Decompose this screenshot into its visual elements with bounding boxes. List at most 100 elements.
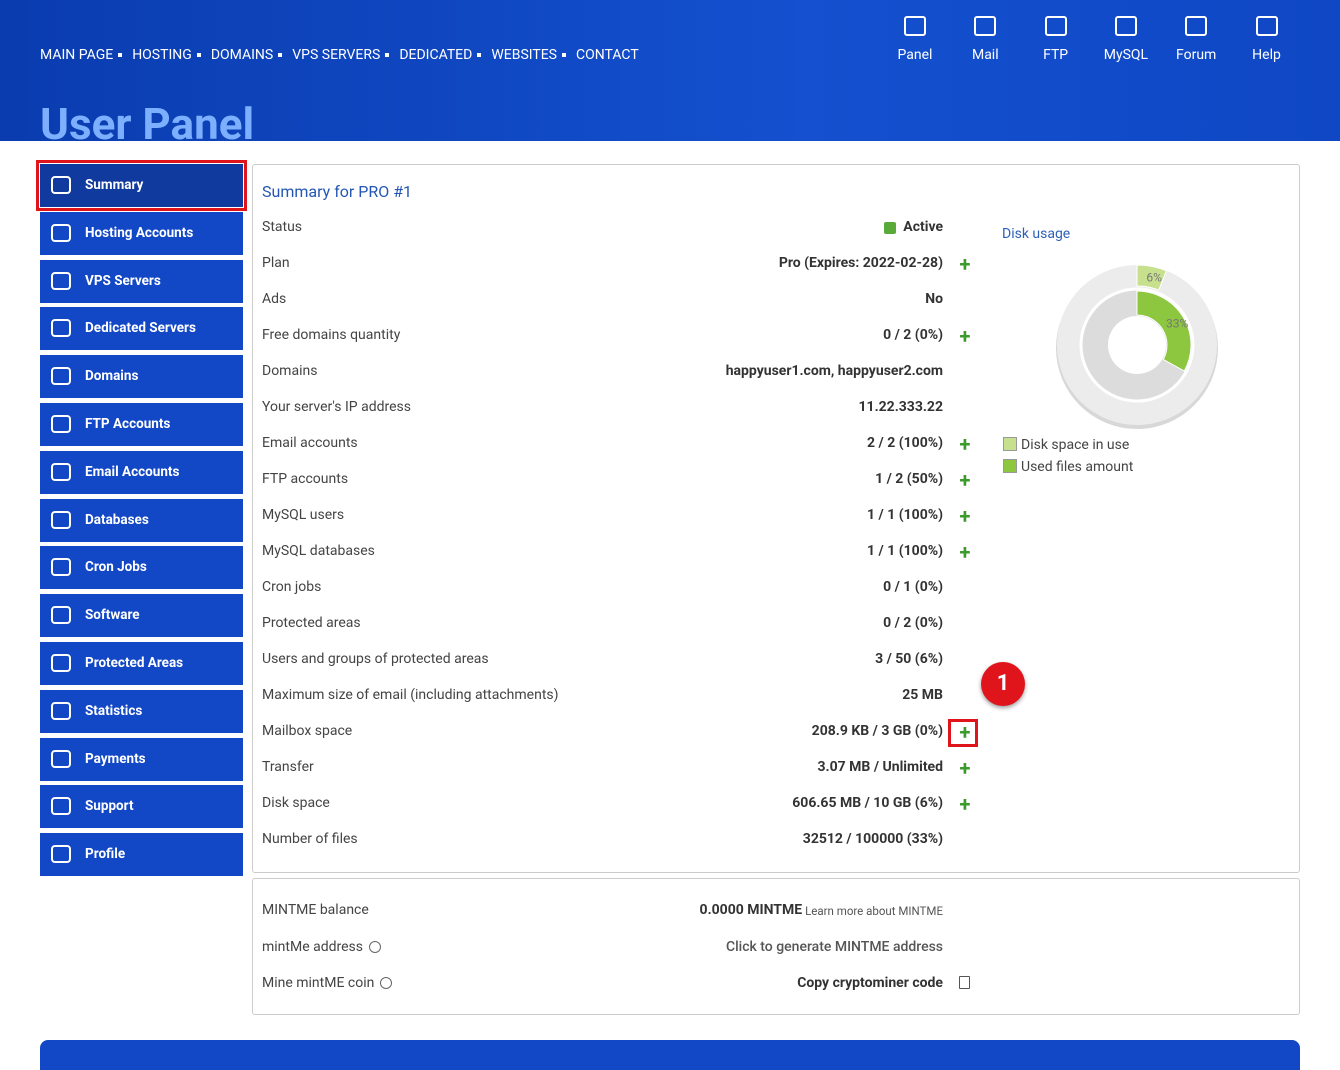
sidebar-item[interactable]: VPS Servers <box>40 259 243 303</box>
sidebar-label: Cron Jobs <box>85 559 147 576</box>
sidebar-item[interactable]: Payments <box>40 737 243 781</box>
nav-separator <box>477 53 482 57</box>
add-button[interactable]: + <box>959 720 971 744</box>
nav-link[interactable]: MAIN PAGE <box>40 47 114 63</box>
nav-link[interactable]: VPS SERVERS <box>292 47 381 63</box>
sidebar-item[interactable]: Domains <box>40 355 243 399</box>
row-value: 1 / 1 (100%) <box>867 543 943 559</box>
sidebar-item[interactable]: FTP Accounts <box>40 403 243 446</box>
add-button[interactable]: + <box>959 468 971 492</box>
add-button[interactable]: + <box>959 324 971 348</box>
row-value: 11.22.333.22 <box>858 399 943 415</box>
tool-link[interactable]: Mail <box>971 47 999 63</box>
row-value: 208.9 KB / 3 GB (0%) <box>811 723 943 739</box>
sidebar-icon <box>51 606 71 625</box>
nav-separator <box>196 53 201 57</box>
tool-link[interactable]: FTP <box>1043 47 1069 63</box>
sidebar-item[interactable]: Hosting Accounts <box>40 211 243 255</box>
tool-link[interactable]: Help <box>1252 47 1281 63</box>
mintme-panel <box>252 878 1300 1015</box>
nav-separator <box>278 53 283 57</box>
sidebar-icon <box>51 319 71 338</box>
sidebar-icon <box>51 462 71 481</box>
sidebar-icon <box>51 845 71 864</box>
row-value: 2 / 2 (100%) <box>867 435 943 451</box>
add-button[interactable]: + <box>959 540 971 564</box>
sidebar-item[interactable]: Cron Jobs <box>40 546 243 590</box>
row-label: Status <box>262 219 303 235</box>
help-icon <box>380 977 393 989</box>
sidebar-item[interactable]: Support <box>40 785 243 829</box>
sidebar-label: Dedicated Servers <box>85 320 196 337</box>
row-label: Ads <box>262 291 287 307</box>
add-button[interactable]: + <box>959 432 971 456</box>
disk-usage-chart: 6% 33% <box>1056 264 1218 429</box>
page-title: User Panel <box>40 98 255 150</box>
tool-icon <box>974 16 997 36</box>
sidebar-item[interactable]: Email Accounts <box>40 450 243 494</box>
footer-bar <box>40 1040 1300 1070</box>
sidebar-label: Hosting Accounts <box>85 224 194 241</box>
row-label: mintMe address <box>262 938 364 955</box>
donut-hole <box>1108 316 1166 374</box>
row-value[interactable]: Copy cryptominer code <box>797 975 943 991</box>
row-label: Protected areas <box>262 615 361 631</box>
sidebar-item[interactable]: Software <box>40 594 243 638</box>
tool-link[interactable]: Forum <box>1176 47 1217 63</box>
nav-link[interactable]: DEDICATED <box>399 47 473 63</box>
donut-segment <box>1136 290 1192 372</box>
sidebar-item[interactable]: Databases <box>40 498 243 542</box>
row-label: Plan <box>262 255 290 271</box>
add-button[interactable]: + <box>959 504 971 528</box>
row-note[interactable]: Learn more about MINTME <box>805 904 943 918</box>
sidebar-icon <box>51 223 71 242</box>
row-value: Active <box>903 219 943 235</box>
sidebar-label: Databases <box>85 511 149 528</box>
sidebar-label: Statistics <box>85 702 143 719</box>
nav-link[interactable]: HOSTING <box>132 47 192 63</box>
sidebar-item[interactable]: Profile <box>40 833 243 877</box>
row-value: No <box>925 291 943 307</box>
nav-link[interactable]: WEBSITES <box>491 47 557 63</box>
sidebar-item[interactable]: Statistics <box>40 689 243 733</box>
row-label: Transfer <box>262 759 314 775</box>
row-value: 1 / 1 (100%) <box>867 507 943 523</box>
row-label: FTP accounts <box>262 471 349 487</box>
add-button[interactable]: + <box>959 252 971 276</box>
callout-badge: 1 <box>981 662 1025 706</box>
donut-segment <box>1136 264 1168 291</box>
row-value: 0 / 2 (0%) <box>883 327 943 343</box>
summary-title: Summary for PRO #1 <box>262 182 413 201</box>
sidebar-item[interactable]: Summary <box>36 160 247 211</box>
nav-link[interactable]: CONTACT <box>576 47 639 63</box>
sidebar-icon <box>51 701 71 720</box>
sidebar-label: Profile <box>85 846 126 863</box>
tool-link[interactable]: Panel <box>897 47 933 63</box>
sidebar-icon <box>51 176 71 194</box>
add-button[interactable]: + <box>959 792 971 816</box>
add-button[interactable]: + <box>959 756 971 780</box>
nav-separator <box>385 53 390 57</box>
row-value: Pro (Expires: 2022-02-28) <box>778 255 943 271</box>
legend-label: Used files amount <box>1021 459 1134 475</box>
nav-link[interactable]: DOMAINS <box>210 47 274 63</box>
sidebar-item[interactable]: Protected Areas <box>40 642 243 685</box>
sidebar-label: FTP Accounts <box>85 416 171 432</box>
row-label: Disk space <box>262 795 330 811</box>
tool-icon <box>904 16 926 36</box>
sidebar-item[interactable]: Dedicated Servers <box>40 307 243 351</box>
legend-swatch <box>1003 459 1017 473</box>
row-label: Free domains quantity <box>262 327 401 343</box>
row-value: 3.07 MB / Unlimited <box>817 759 943 775</box>
sidebar-label: Software <box>85 607 140 624</box>
row-label: Maximum size of email (including attachm… <box>262 687 559 703</box>
sidebar-icon <box>51 797 71 816</box>
tool-icon <box>1255 16 1278 36</box>
tool-link[interactable]: MySQL <box>1103 47 1149 63</box>
segment-label: 6% <box>1146 271 1162 285</box>
tool-icon <box>1185 16 1208 36</box>
row-label: Your server's IP address <box>262 399 411 415</box>
copy-icon[interactable] <box>959 976 970 989</box>
